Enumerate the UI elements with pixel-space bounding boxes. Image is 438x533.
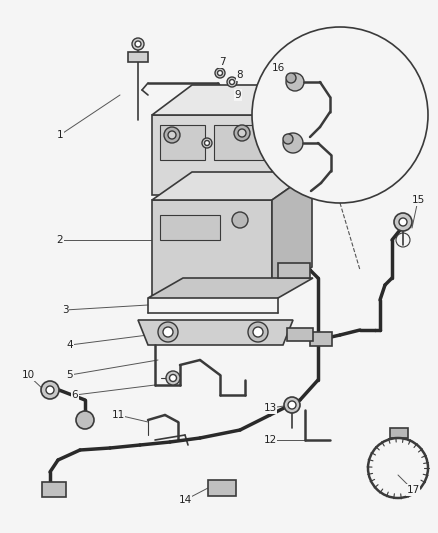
Bar: [309, 332, 331, 346]
Bar: [213, 125, 263, 160]
Text: 12: 12: [263, 435, 276, 445]
Circle shape: [168, 131, 176, 139]
Text: 17: 17: [406, 485, 419, 495]
Polygon shape: [272, 85, 311, 195]
Polygon shape: [138, 320, 292, 345]
Circle shape: [76, 411, 94, 429]
Text: 4: 4: [67, 340, 73, 350]
Text: 6: 6: [71, 390, 78, 400]
Bar: [42, 482, 66, 497]
Circle shape: [166, 371, 180, 385]
Text: 8: 8: [236, 70, 243, 80]
Circle shape: [283, 134, 292, 144]
Text: 10: 10: [21, 370, 35, 380]
Circle shape: [285, 73, 303, 91]
Bar: [286, 328, 312, 341]
Bar: [159, 125, 205, 160]
Polygon shape: [152, 200, 272, 295]
Circle shape: [41, 381, 59, 399]
Circle shape: [201, 138, 212, 148]
Circle shape: [287, 401, 295, 409]
Circle shape: [162, 327, 173, 337]
Circle shape: [283, 133, 302, 153]
Bar: [128, 52, 148, 62]
Text: 9: 9: [234, 90, 241, 100]
Circle shape: [215, 68, 225, 78]
Circle shape: [393, 213, 411, 231]
Circle shape: [132, 38, 144, 50]
Circle shape: [283, 397, 299, 413]
Text: 13: 13: [263, 403, 276, 413]
Circle shape: [247, 322, 267, 342]
Circle shape: [46, 386, 54, 394]
Bar: [389, 428, 407, 438]
Bar: [208, 480, 236, 496]
Circle shape: [164, 127, 180, 143]
Text: 7: 7: [218, 57, 225, 67]
Text: 2: 2: [57, 235, 63, 245]
Circle shape: [233, 125, 249, 141]
Circle shape: [251, 27, 427, 203]
Bar: [159, 215, 219, 240]
Circle shape: [217, 70, 222, 76]
Text: 5: 5: [67, 370, 73, 380]
Text: 3: 3: [62, 305, 68, 315]
Text: 14: 14: [178, 495, 191, 505]
Polygon shape: [152, 172, 311, 200]
Circle shape: [169, 375, 176, 382]
Text: 1: 1: [57, 130, 63, 140]
Circle shape: [237, 129, 245, 137]
Text: 15: 15: [410, 195, 424, 205]
Circle shape: [285, 73, 295, 83]
Text: 16: 16: [271, 63, 284, 73]
Circle shape: [135, 41, 141, 47]
Circle shape: [229, 79, 234, 85]
Polygon shape: [148, 278, 312, 298]
Circle shape: [158, 322, 177, 342]
Polygon shape: [272, 172, 311, 295]
Text: 11: 11: [111, 410, 124, 420]
Circle shape: [226, 77, 237, 87]
Circle shape: [252, 327, 262, 337]
Bar: [277, 263, 309, 278]
Polygon shape: [152, 115, 272, 195]
Circle shape: [398, 218, 406, 226]
Circle shape: [204, 141, 209, 146]
Polygon shape: [152, 85, 311, 115]
Circle shape: [231, 212, 247, 228]
